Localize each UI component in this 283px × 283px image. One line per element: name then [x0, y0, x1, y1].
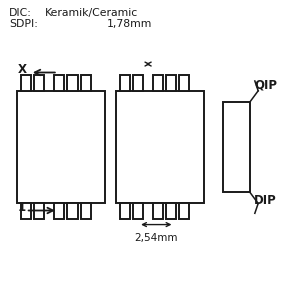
Text: 1: 1 [18, 201, 26, 214]
Text: QIP: QIP [254, 79, 277, 92]
Text: DIP: DIP [254, 194, 277, 207]
Bar [133, 75, 143, 91]
Text: Keramik/Ceramic: Keramik/Ceramic [45, 8, 138, 18]
Bar [17, 91, 105, 203]
Bar [166, 75, 176, 91]
Bar [179, 75, 189, 91]
Text: 2,54mm: 2,54mm [134, 233, 178, 243]
Bar [116, 91, 204, 203]
Bar [54, 75, 65, 91]
Bar [21, 75, 31, 91]
Bar [166, 203, 176, 219]
Bar [223, 102, 250, 192]
Bar [54, 203, 65, 219]
Bar [21, 203, 31, 219]
Bar [34, 203, 44, 219]
Bar [120, 75, 130, 91]
Bar [120, 203, 130, 219]
Text: SDPI:: SDPI: [9, 19, 38, 29]
Bar [81, 75, 91, 91]
Bar [179, 203, 189, 219]
Text: 1,78mm: 1,78mm [106, 19, 152, 29]
Bar [133, 203, 143, 219]
Text: DIC:: DIC: [9, 8, 32, 18]
Bar [68, 75, 78, 91]
Bar [81, 203, 91, 219]
Bar [68, 203, 78, 219]
Bar [34, 75, 44, 91]
Text: X: X [18, 63, 27, 76]
Bar [153, 203, 163, 219]
Bar [153, 75, 163, 91]
